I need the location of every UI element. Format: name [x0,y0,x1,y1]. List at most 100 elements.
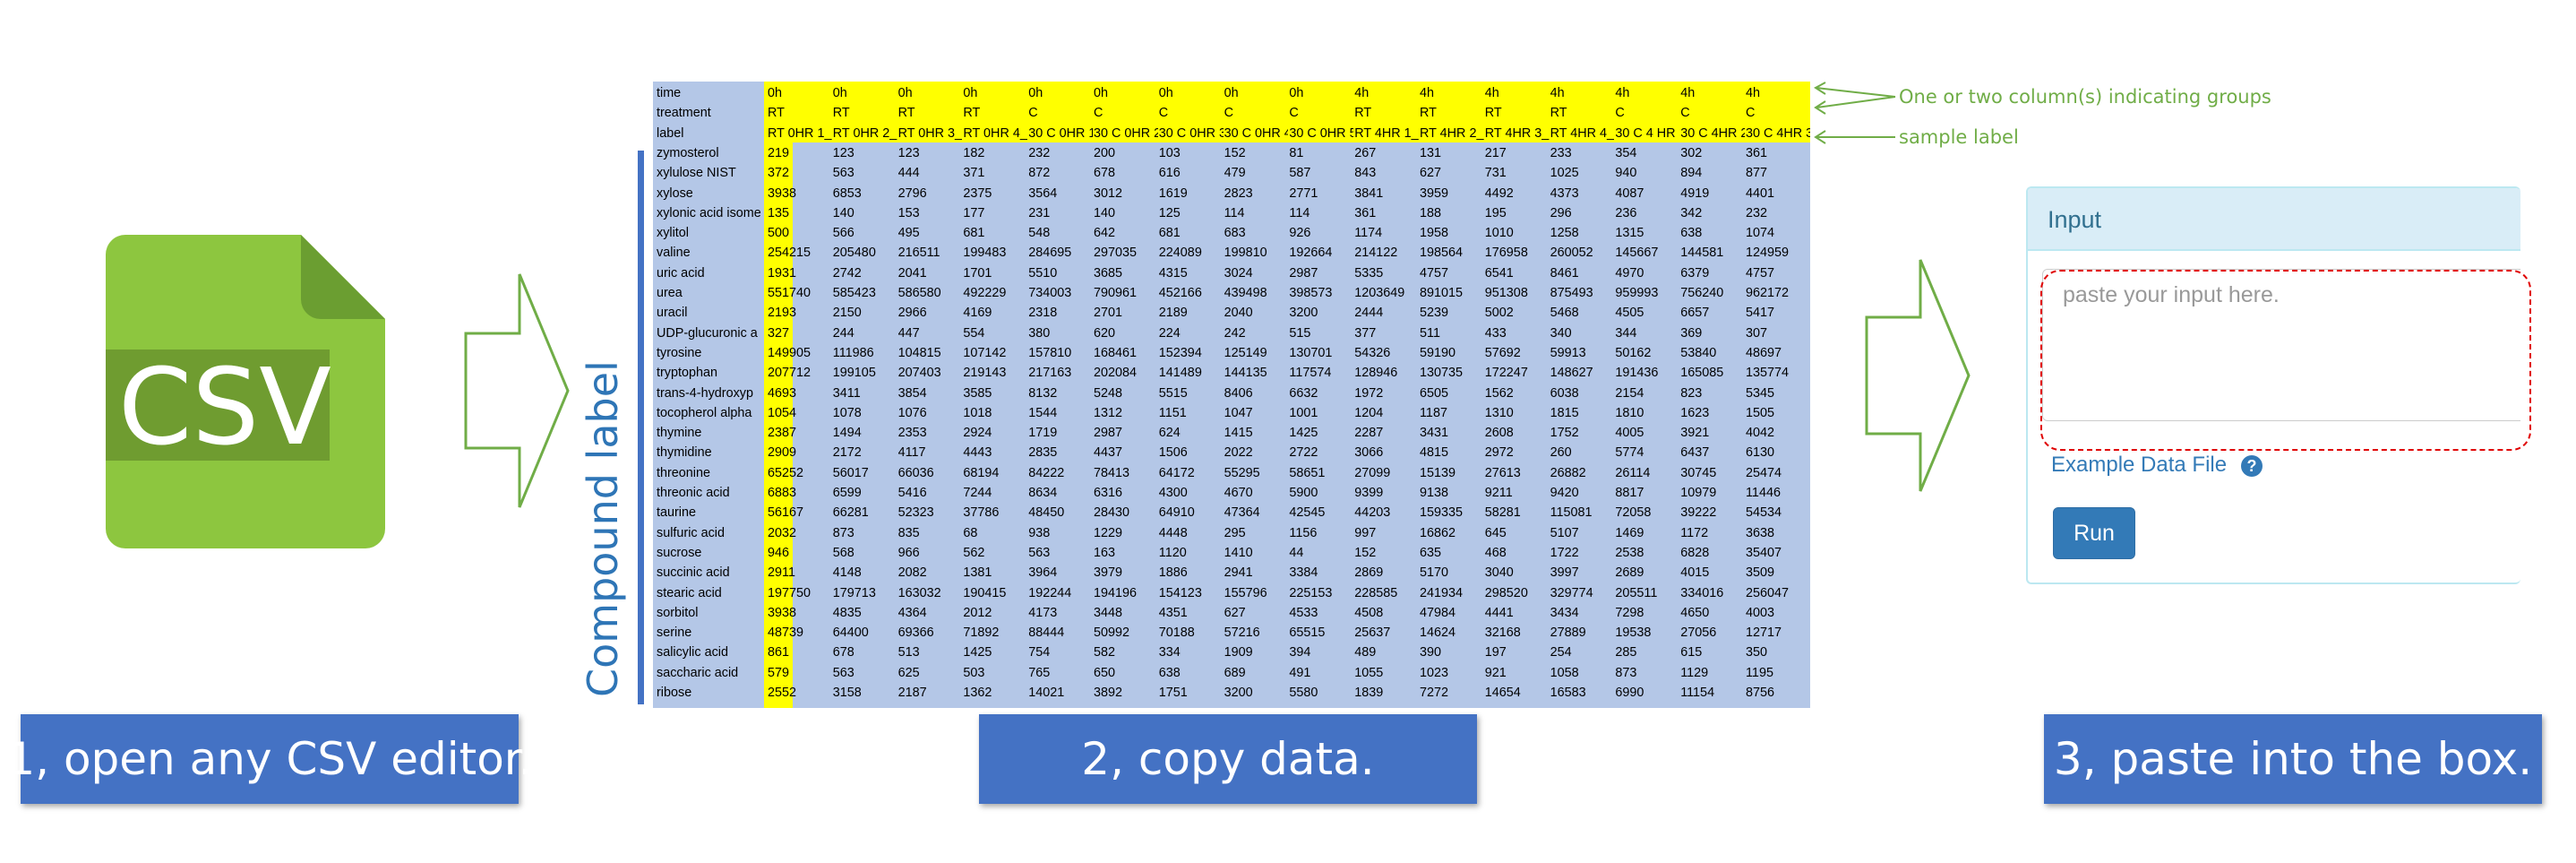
sheet-cell: 9399 [1354,486,1384,500]
sheet-cell: 1425 [963,645,992,660]
sheet-cell: 104815 [897,345,941,360]
sheet-cell: 54534 [1746,505,1782,521]
sheet-row: threonine 65252 56017 66036 68194 84222 78413 6… [653,463,1810,483]
sheet-row-label: urea [657,286,683,300]
sheet-cell: 1701 [963,265,992,280]
sheet-cell: 59913 [1550,345,1586,360]
sheet-cell: 9138 [1420,486,1449,500]
sheet-cell: 16862 [1420,525,1456,540]
sheet-cell: 25474 [1746,465,1782,480]
sheet-cell: 192664 [1289,246,1333,261]
sheet-row: uracil 2193 2150 2966 4169 2318 2701 2189 2040 32… [653,303,1810,323]
sheet-row-label: ribose [657,686,692,700]
sheet-cell: 1018 [963,405,992,420]
sheet-cell: 285 [1615,645,1637,660]
sheet-cell: 5170 [1420,565,1449,581]
sheet-cell: 1078 [832,405,862,420]
sheet-row: urea 551740 585423 586580 492229 734003 790961… [653,283,1810,303]
sheet-cell: 4315 [1158,265,1188,280]
sheet-cell: 1312 [1094,405,1123,420]
sheet-cell: 231 [1028,205,1051,220]
sheet-cell: 4373 [1550,186,1579,201]
sheet-cell: 4169 [963,306,992,321]
sheet-cell: 4003 [1746,605,1775,620]
sheet-cell: 30 C 0HR 5 [1289,125,1354,141]
sheet-cell: 219 [768,145,790,160]
sheet-cell: 495 [897,226,920,241]
sheet-cell: 4117 [897,445,926,461]
sheet-cell: 3384 [1289,565,1318,581]
sheet-cell: 3040 [1484,565,1514,581]
sheet-cell: 1931 [768,265,797,280]
sheet-cell: 2689 [1615,565,1644,581]
sheet-cell: 26882 [1550,465,1586,480]
sheet-cell: 638 [1680,226,1703,241]
sheet-row-label: threonic acid [657,486,730,500]
sheet-cell: 114 [1289,205,1310,220]
sheet-cell: RT [832,106,850,121]
sheet-cell: 140 [1094,205,1116,220]
sheet-cell: 140 [832,205,854,220]
sheet-cell: 4970 [1615,265,1644,280]
sheet-cell: 4h [1354,86,1370,100]
sheet-cell: 6632 [1289,385,1318,401]
sheet-cell: 372 [768,166,790,181]
sheet-cell: 66281 [832,505,869,521]
sheet-cell: 2040 [1224,306,1253,321]
sheet-row: tyrosine 149905 111986 104815 107142 157810 16… [653,343,1810,363]
input-textarea[interactable]: paste your input here. [2042,269,2520,421]
sheet-cell: 88444 [1028,626,1065,641]
sheet-cell: 207403 [897,366,941,381]
sheet-cell: 244 [832,325,854,341]
sheet-cell: 232 [1746,205,1768,220]
sheet-cell: 10979 [1680,486,1717,500]
sheet-cell: 0h [768,86,783,100]
sheet-cell: 242 [1224,325,1246,341]
sheet-cell: 296 [1550,205,1572,220]
sheet-cell: 2941 [1224,565,1253,581]
sheet-cell: 2987 [1289,265,1318,280]
sheet-cell: C [1680,106,1690,121]
sheet-cell: 3411 [832,385,861,401]
sheet-cell: 0h [1158,86,1173,100]
sheet-cell: 55295 [1224,465,1260,480]
example-data-link[interactable]: Example Data File [2051,453,2228,477]
sheet-cell: 585423 [832,286,876,300]
sheet-cell: 68194 [963,465,1000,480]
sheet-cell: 681 [963,226,985,241]
sheet-cell: 6541 [1484,265,1514,280]
sheet-row-label: tocopherol alpha [657,405,752,420]
sheet-cell: 159335 [1420,505,1464,521]
sheet-cell: 334 [1158,645,1181,660]
sheet-cell: 627 [1420,166,1442,181]
sheet-cell: 1562 [1484,385,1514,401]
sheet-row: xylonic acid isome 135 140 153 177 231 140 125 1… [653,203,1810,223]
sheet-cell: 562 [963,545,985,560]
sheet-cell: 2041 [897,265,927,280]
sheet-cell: 1025 [1550,166,1579,181]
sheet-cell: 1619 [1158,186,1188,201]
sheet-cell: 0h [1224,86,1239,100]
question-circle-icon[interactable]: ? [2241,455,2263,477]
sheet-cell: 194196 [1094,585,1138,600]
sheet-cell: 1151 [1158,405,1187,420]
sheet-cell: 6379 [1680,265,1710,280]
sheet-cell: 30 C 0HR 4 [1224,125,1289,141]
sheet-cell: 3024 [1224,265,1253,280]
sheet-cell: 232 [1028,145,1051,160]
sheet-cell: 861 [768,645,790,660]
sheet-cell: 548 [1028,226,1051,241]
run-button[interactable]: Run [2053,507,2135,559]
sheet-cell: 224 [1158,325,1181,341]
header-highlight [764,82,1810,142]
sheet-cell: 103 [1158,145,1181,160]
sheet-cell: 152 [1224,145,1246,160]
sheet-cell: 260 [1550,445,1572,461]
sheet-cell: 625 [897,665,920,680]
sheet-cell: 205480 [832,246,876,261]
sheet-cell: 4148 [832,565,862,581]
sheet-cell: 254215 [768,246,811,261]
sheet-cell: 1751 [1158,686,1188,700]
sheet-cell: 0h [897,86,913,100]
sheet-cell: 163 [1094,545,1116,560]
